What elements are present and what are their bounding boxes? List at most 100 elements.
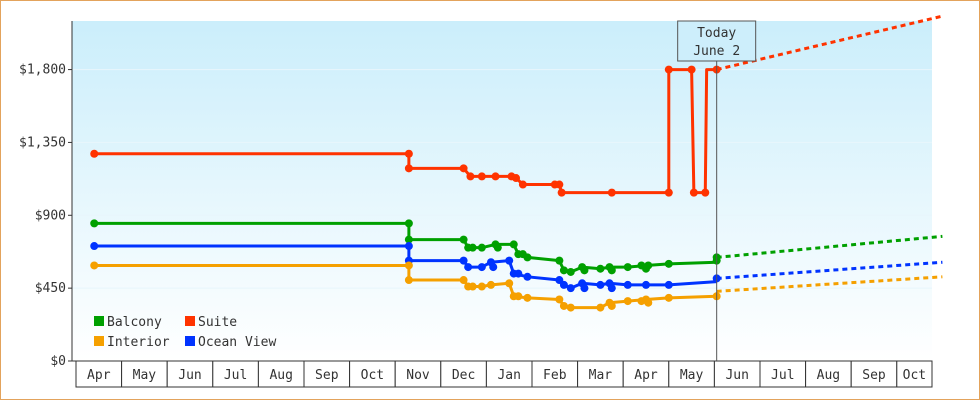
data-point-ocean-view (559, 280, 568, 289)
x-month-cell (713, 360, 761, 388)
forecast-line-ocean-view (716, 260, 943, 280)
x-month-cell (75, 360, 123, 388)
x-tick-label: Jun (178, 368, 201, 383)
data-point-balcony (90, 219, 99, 228)
x-tick-label: Jul (771, 368, 794, 383)
plot-background (72, 21, 932, 361)
data-point-balcony (459, 235, 468, 244)
data-point-suite (701, 188, 710, 197)
today-date: June 2 (693, 44, 740, 59)
data-point-ocean-view (523, 272, 532, 281)
legend-label-suite: Suite (198, 315, 237, 330)
x-month-cell (577, 360, 624, 388)
forecast-line-balcony (716, 234, 943, 259)
data-point-balcony (493, 243, 502, 252)
legend-swatch-ocean-view (185, 336, 195, 346)
today-marker: Today June 2 (677, 20, 757, 361)
x-tick-label: Apr (634, 368, 658, 383)
data-point-suite (404, 164, 413, 173)
x-tick-label: May (133, 368, 157, 383)
data-point-balcony (404, 235, 413, 244)
x-month-cell (531, 360, 579, 388)
x-tick-label: Sep (862, 368, 886, 383)
today-label: Today (697, 26, 736, 41)
data-point-interior (559, 301, 568, 310)
x-month-cell (440, 360, 487, 388)
data-point-suite (555, 180, 564, 189)
data-point-interior (566, 303, 575, 312)
legend-item-balcony: Balcony (94, 315, 162, 330)
data-point-balcony (580, 266, 589, 275)
data-point-interior (644, 298, 653, 307)
x-tick-label: Aug (269, 368, 292, 383)
data-point-ocean-view (623, 280, 632, 289)
legend-label-interior: Interior (107, 335, 170, 350)
data-point-suite (557, 188, 566, 197)
data-point-balcony (623, 263, 632, 272)
data-point-suite (518, 180, 527, 189)
data-point-interior (505, 279, 514, 288)
x-tick-label: May (680, 368, 704, 383)
data-point-suite (477, 172, 486, 181)
x-tick-label: Feb (543, 368, 567, 383)
x-tick-label: Jan (497, 368, 520, 383)
data-point-interior (404, 261, 413, 270)
y-axis: $0 $450 $900 $1,350 $1,800 (19, 21, 73, 369)
x-month-cell (850, 360, 898, 388)
legend-item-interior: Interior (94, 335, 170, 350)
data-point-suite (459, 164, 468, 173)
data-point-suite (466, 172, 475, 181)
data-point-balcony (559, 266, 568, 275)
x-month-cell (303, 360, 351, 388)
data-point-balcony (607, 266, 616, 275)
legend-label-balcony: Balcony (107, 315, 162, 330)
x-tick-label: Apr (87, 368, 111, 383)
x-month-cell (896, 360, 933, 388)
data-point-suite (607, 188, 616, 197)
x-month-cell (668, 360, 715, 388)
data-point-ocean-view (459, 256, 468, 265)
series-markers (90, 65, 721, 312)
data-point-suite (512, 174, 521, 183)
y-tick-label: $1,800 (19, 63, 66, 78)
x-tick-label: Jul (224, 368, 247, 383)
legend-swatch-balcony (94, 316, 104, 326)
x-month-cell (349, 360, 396, 388)
legend-item-suite: Suite (185, 315, 237, 330)
data-point-suite (664, 65, 673, 74)
data-point-interior (477, 282, 486, 291)
data-point-ocean-view (489, 263, 498, 272)
legend-swatch-suite (185, 316, 195, 326)
x-tick-label: Sep (315, 368, 339, 383)
x-month-cell (121, 360, 168, 388)
legend-item-ocean-view: Ocean View (185, 335, 276, 350)
data-point-ocean-view (566, 284, 575, 293)
data-point-balcony (404, 219, 413, 228)
x-tick-label: Jun (725, 368, 748, 383)
data-point-balcony (555, 256, 564, 265)
legend-swatch-interior (94, 336, 104, 346)
today-callout-box (677, 20, 757, 62)
data-point-balcony (468, 243, 477, 252)
data-point-interior (404, 276, 413, 285)
data-point-ocean-view (404, 242, 413, 251)
x-month-cell (759, 360, 807, 388)
data-point-ocean-view (642, 280, 650, 289)
x-month-cell (212, 360, 259, 388)
x-tick-label: Nov (406, 368, 430, 383)
y-tick-label: $1,350 (19, 135, 66, 150)
data-point-ocean-view (514, 269, 523, 278)
x-tick-label: Oct (361, 368, 384, 383)
data-point-ocean-view (464, 263, 473, 272)
data-point-ocean-view (580, 284, 589, 293)
data-point-balcony (664, 259, 673, 268)
x-month-cell (805, 360, 852, 388)
data-point-suite (689, 188, 698, 197)
legend-label-ocean-view: Ocean View (198, 335, 276, 350)
data-point-interior (468, 282, 477, 291)
data-point-ocean-view (664, 280, 673, 289)
y-tick-label: $450 (35, 281, 66, 296)
x-tick-label: Aug (817, 368, 840, 383)
